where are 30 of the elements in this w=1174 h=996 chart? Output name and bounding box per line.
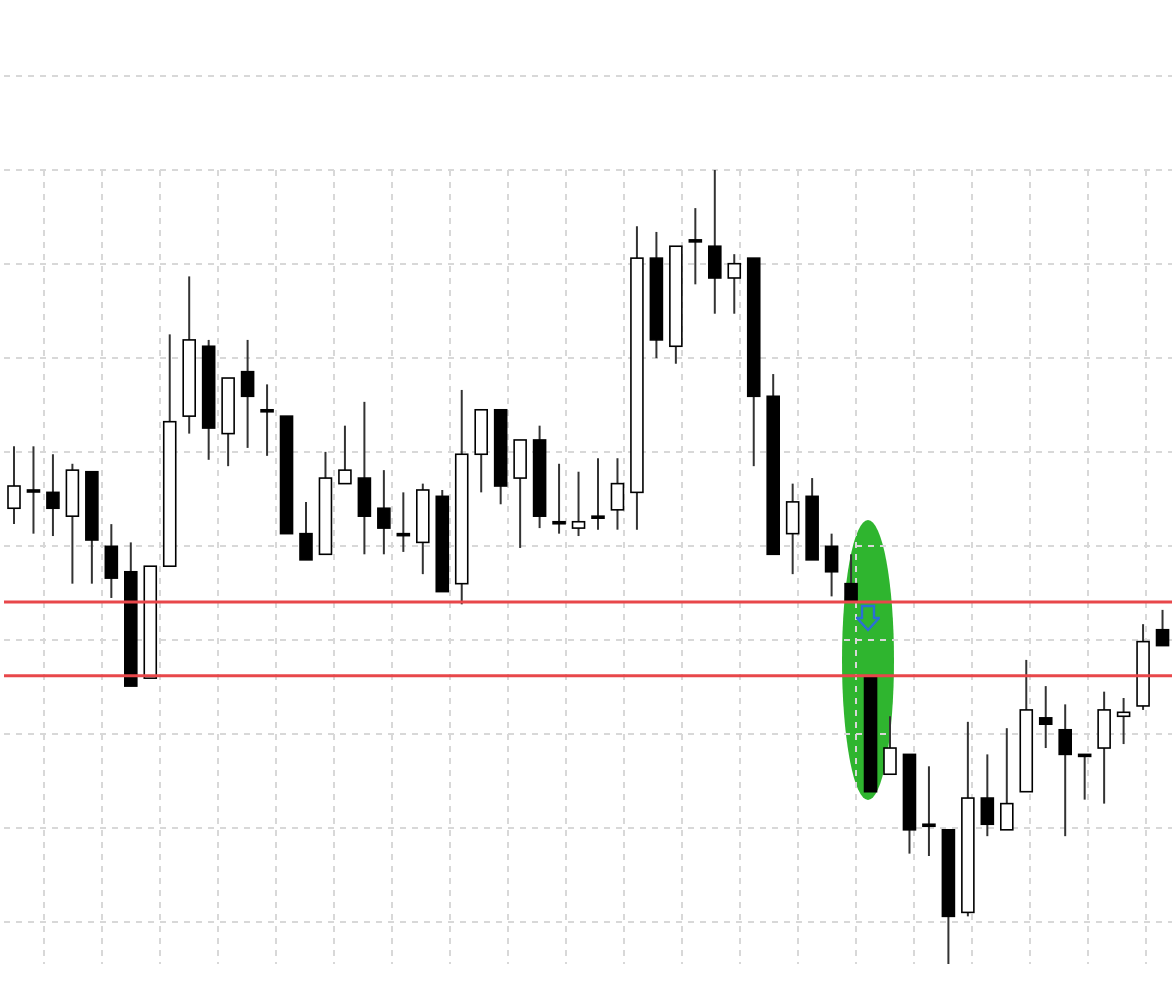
candlestick (7, 445, 21, 526)
candlestick (474, 408, 488, 494)
candlestick (883, 715, 897, 776)
candlestick (688, 207, 703, 286)
candlestick (104, 523, 119, 599)
candlestick (591, 457, 605, 531)
candlestick (338, 424, 352, 485)
candlestick (571, 470, 586, 538)
candlestick (240, 338, 255, 449)
candlestick (260, 383, 274, 457)
candlestick (708, 170, 722, 315)
candlestick (46, 453, 60, 538)
candlestick (727, 253, 742, 315)
candlestick (65, 462, 80, 585)
candlestick (377, 469, 391, 556)
candlestick (1058, 703, 1072, 838)
candlestick (1155, 608, 1170, 647)
candlestick (513, 438, 527, 549)
candlestick (26, 445, 41, 535)
candlestick (980, 753, 995, 838)
candlestick (785, 482, 800, 576)
candlestick (1097, 690, 1111, 805)
candlestick (922, 765, 936, 858)
candlestick (1038, 685, 1053, 750)
candlestick (610, 457, 625, 531)
candlestick (552, 462, 566, 535)
candlestick (299, 500, 313, 561)
candlestick (824, 532, 839, 598)
candlestick (357, 400, 372, 556)
candlestick (1000, 727, 1014, 831)
